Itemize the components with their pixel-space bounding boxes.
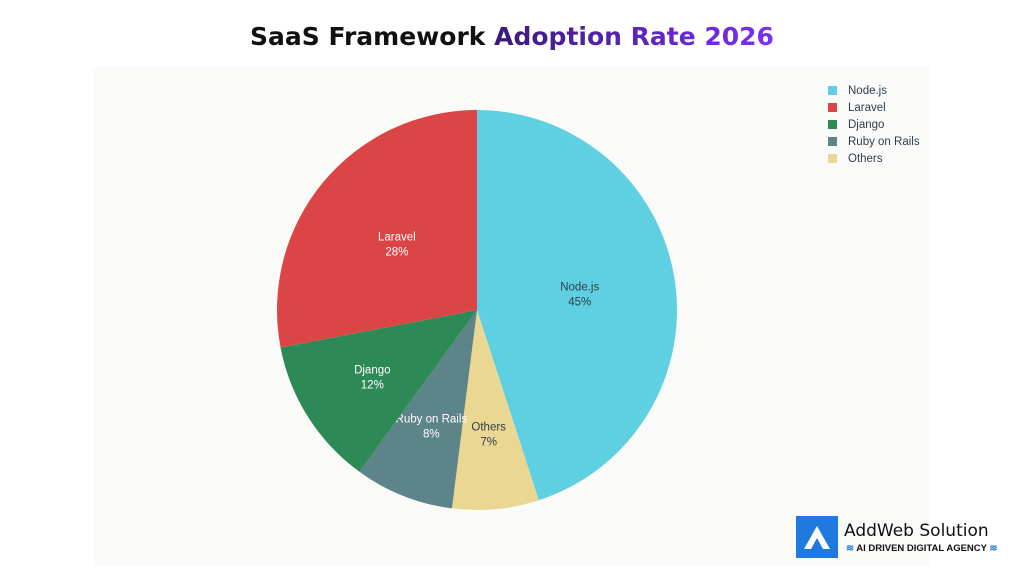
slice-value: 7%	[480, 436, 497, 448]
legend-label: Others	[848, 152, 883, 165]
pie-slice-ruby-on-rails	[359, 310, 477, 509]
slice-value: 28%	[385, 247, 408, 259]
legend-label: Node.js	[848, 84, 887, 97]
legend-item[interactable]: Laravel	[828, 99, 920, 116]
pie-slice-others	[451, 310, 539, 511]
legend: Node.js Laravel Django Ruby on Rails Others	[828, 82, 920, 167]
chart-title: SaaS Framework Adoption Rate 2026	[0, 22, 1024, 51]
legend-label: Django	[848, 118, 885, 131]
legend-label: Laravel	[848, 101, 886, 114]
legend-item[interactable]: Ruby on Rails	[828, 133, 920, 150]
logo-name: AddWeb Solution	[844, 520, 989, 541]
legend-label: Ruby on Rails	[848, 135, 920, 148]
legend-swatch	[828, 137, 837, 146]
title-part1: SaaS Framework	[250, 22, 486, 51]
slice-label: Node.js	[560, 282, 599, 294]
legend-item[interactable]: Others	[828, 150, 920, 167]
pie-slice-node-js	[477, 110, 677, 501]
logo-icon	[796, 516, 838, 558]
legend-swatch	[828, 86, 837, 95]
legend-swatch	[828, 154, 837, 163]
title-part2: Adoption Rate 2026	[494, 22, 774, 51]
legend-swatch	[828, 103, 837, 112]
company-logo: AddWeb Solution ≋ AI DRIVEN DIGITAL AGEN…	[796, 516, 997, 558]
slice-label: Django	[354, 364, 390, 376]
logo-tagline: AI DRIVEN DIGITAL AGENCY	[856, 542, 987, 554]
pie-slice-django	[280, 310, 477, 472]
legend-item[interactable]: Node.js	[828, 82, 920, 99]
pie-slice-laravel	[277, 110, 477, 348]
slice-label: Laravel	[378, 232, 416, 244]
legend-swatch	[828, 120, 837, 129]
slice-label: Ruby on Rails	[396, 413, 468, 425]
slice-label: Others	[471, 421, 506, 433]
slice-value: 8%	[423, 428, 440, 440]
slice-value: 45%	[568, 297, 591, 309]
legend-item[interactable]: Django	[828, 116, 920, 133]
slice-value: 12%	[361, 379, 384, 391]
